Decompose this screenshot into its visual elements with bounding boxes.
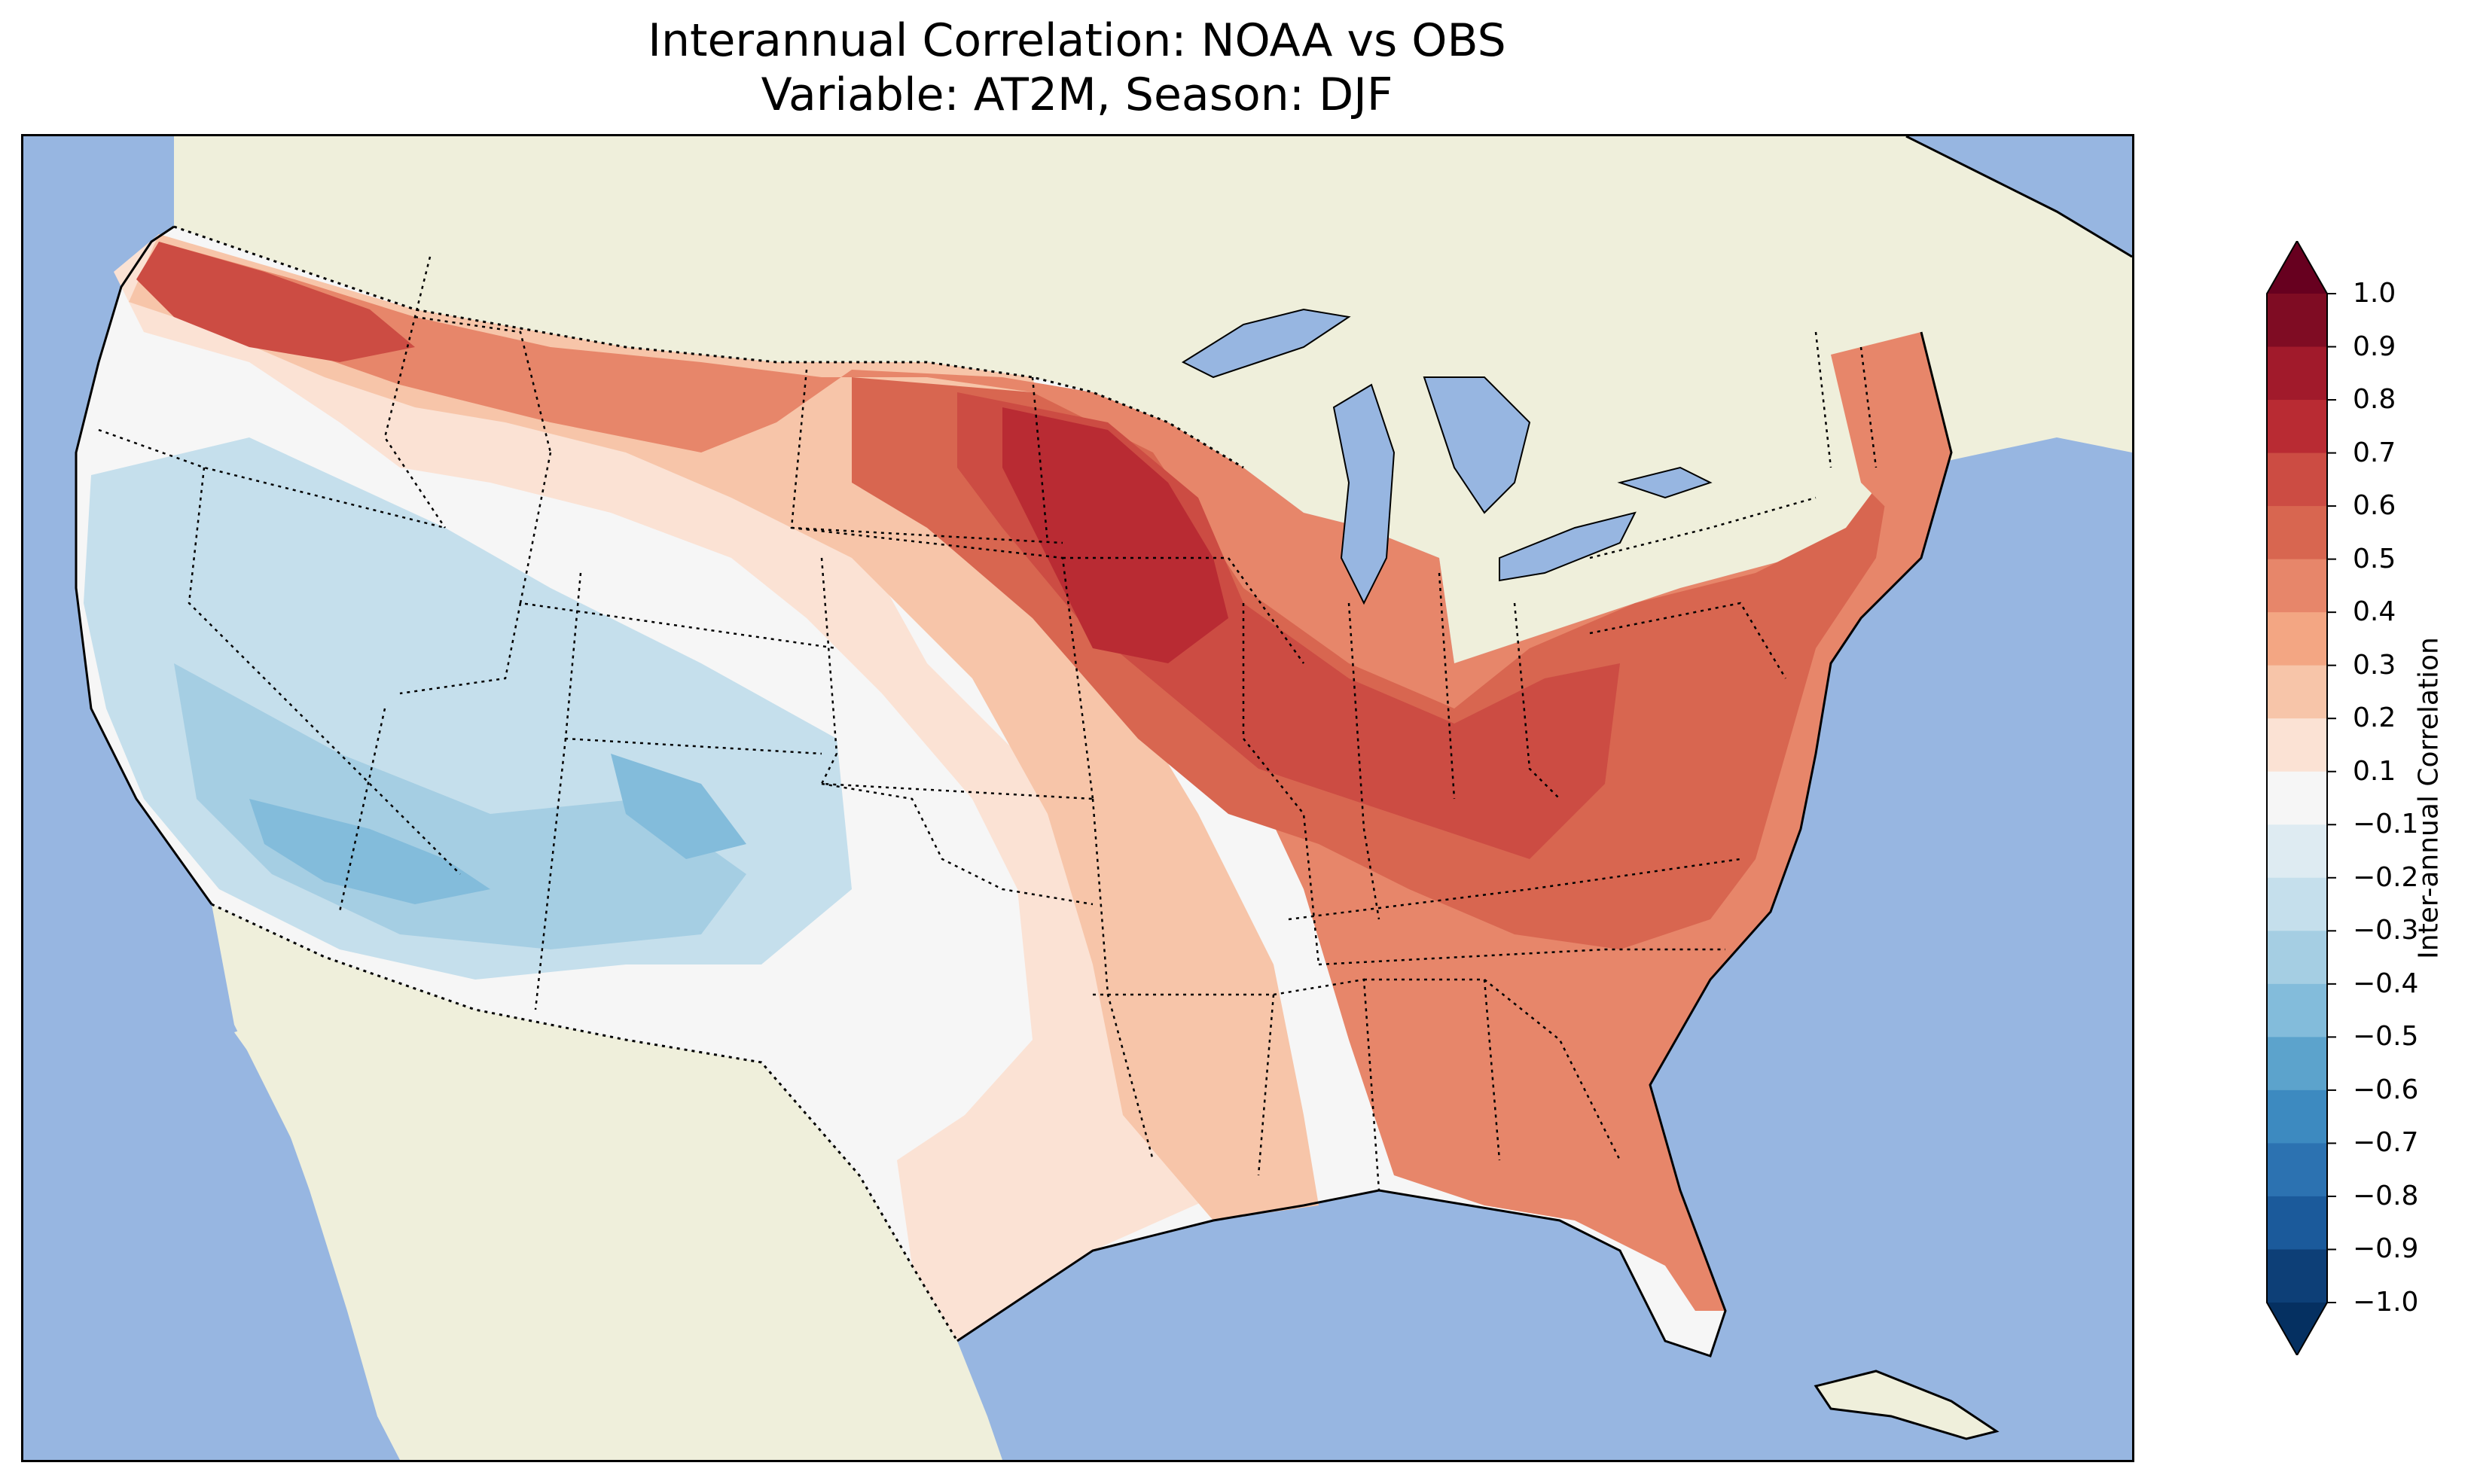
colorbar-tick-label: 0.3 — [2353, 649, 2396, 681]
colorbar-segment — [2267, 453, 2327, 507]
colorbar-tick-label: −0.1 — [2353, 809, 2419, 840]
lake-michigan — [1332, 383, 1396, 605]
pacific-coastline — [75, 225, 213, 905]
colorbar-segment — [2267, 1249, 2327, 1303]
colorbar-tick-label: −0.7 — [2353, 1127, 2419, 1159]
state-borders — [98, 256, 1878, 1191]
us-canada-border — [173, 225, 1244, 469]
colorbar-tick-label: 0.2 — [2353, 702, 2396, 734]
colorbar-segment — [2267, 346, 2327, 401]
colorbar-segment — [2267, 931, 2327, 985]
colorbar-top-extend — [2267, 241, 2327, 294]
colorbar-tick-label: 0.7 — [2353, 437, 2396, 468]
cuba-island — [1814, 1370, 2000, 1440]
colorbar — [2266, 241, 2336, 1355]
colorbar-tick-label: 0.4 — [2353, 596, 2396, 628]
colorbar-tick-label: 1.0 — [2353, 278, 2396, 309]
chart-title: Interannual Correlation: NOAA vs OBS Var… — [0, 14, 2154, 122]
colorbar-tick-label: −0.4 — [2353, 967, 2419, 999]
colorbar-tick-label: 0.9 — [2353, 331, 2396, 362]
map-panel — [21, 134, 2134, 1462]
mexico-land — [212, 904, 1002, 1460]
title-line-2: Variable: AT2M, Season: DJF — [761, 69, 1393, 121]
colorbar-segment — [2267, 400, 2327, 454]
us-mexico-border — [211, 903, 959, 1342]
canada-land — [174, 136, 2132, 663]
colorbar-segment — [2267, 506, 2327, 560]
colorbar-tick-label: −0.8 — [2353, 1180, 2419, 1211]
colorbar-label: Inter-annual Correlation — [2413, 637, 2445, 959]
title-line-1: Interannual Correlation: NOAA vs OBS — [648, 14, 1506, 67]
lake-huron — [1423, 376, 1531, 514]
colorbar-tick-label: −0.9 — [2353, 1233, 2419, 1265]
map-canvas — [75, 136, 2132, 1460]
colorbar-tick-label: 0.8 — [2353, 384, 2396, 416]
colorbar-segment — [2267, 1089, 2327, 1144]
canada-coastline — [1905, 136, 2132, 258]
colorbar-tick-label: −0.6 — [2353, 1074, 2419, 1105]
colorbar-segment — [2267, 718, 2327, 772]
colorbar-segment — [2267, 983, 2327, 1038]
colorbar-segment — [2267, 824, 2327, 879]
colorbar-segment — [2267, 665, 2327, 719]
colorbar-tick-label: −0.3 — [2353, 915, 2419, 946]
great-lakes — [1181, 308, 1713, 605]
colorbar-tick-label: 0.6 — [2353, 490, 2396, 522]
atlantic-coastline — [956, 331, 1953, 1358]
colorbar-tick-label: −0.2 — [2353, 861, 2419, 893]
colorbar-segment — [2267, 559, 2327, 613]
colorbar-tick-label: 0.5 — [2353, 543, 2396, 574]
correlation-field — [76, 227, 1951, 1356]
colorbar-tick-label: 0.1 — [2353, 755, 2396, 787]
lake-ontario — [1617, 466, 1713, 499]
colorbar-segment — [2267, 771, 2327, 825]
colorbar-segment — [2267, 612, 2327, 666]
colorbar-segment — [2267, 1037, 2327, 1091]
lake-superior — [1181, 308, 1351, 379]
baja-land — [234, 1025, 445, 1460]
colorbar-tick-label: −1.0 — [2353, 1287, 2419, 1318]
colorbar-bottom-extend — [2267, 1303, 2327, 1355]
colorbar-segment — [2267, 1143, 2327, 1197]
lake-erie — [1499, 511, 1637, 582]
colorbar-tick-label: −0.5 — [2353, 1021, 2419, 1053]
colorbar-segment — [2267, 877, 2327, 931]
colorbar-segment — [2267, 1196, 2327, 1250]
colorbar-segment — [2267, 294, 2327, 348]
